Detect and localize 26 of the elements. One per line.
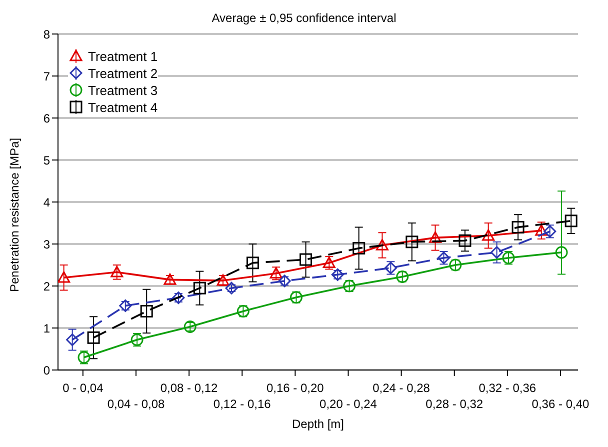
x-tick-label: 0,04 - 0,08 <box>107 397 166 411</box>
x-tick-label: 0 - 0,04 <box>62 381 104 395</box>
y-tick-label: 2 <box>43 279 50 294</box>
x-tick-label: 0,28 - 0,32 <box>426 397 484 411</box>
y-tick-label: 8 <box>43 27 50 42</box>
x-tick-label: 0,12 - 0,16 <box>213 397 272 411</box>
x-tick-label: 0,32 - 0,36 <box>478 381 536 395</box>
legend-label: Treatment 2 <box>88 66 158 80</box>
x-axis-title: Depth [m] <box>292 417 344 431</box>
x-tick-label: 0,08 - 0,12 <box>160 381 218 395</box>
legend-label: Treatment 3 <box>88 82 158 98</box>
y-tick-label: 3 <box>43 237 50 252</box>
legend-label: Treatment 1 <box>88 48 158 64</box>
x-tick-label: 0,36 - 0,40 <box>532 397 590 411</box>
x-tick-label: 0,24 - 0,28 <box>372 381 430 395</box>
y-axis-title: Penetration resistance [MPa] <box>7 138 22 292</box>
legend-label: Treatment 4 <box>88 100 158 114</box>
y-tick-label: 1 <box>43 321 50 336</box>
y-tick-label: 0 <box>43 363 50 378</box>
y-tick-label: 7 <box>43 69 50 84</box>
y-tick-label: 5 <box>43 153 50 168</box>
x-tick-label: 0,16 - 0,20 <box>266 381 324 395</box>
chart-title: Average ± 0,95 confidence interval <box>210 10 398 27</box>
x-tick-label: 0,20 - 0,24 <box>320 397 378 411</box>
y-tick-label: 6 <box>43 111 50 126</box>
y-tick-label: 4 <box>43 195 50 210</box>
